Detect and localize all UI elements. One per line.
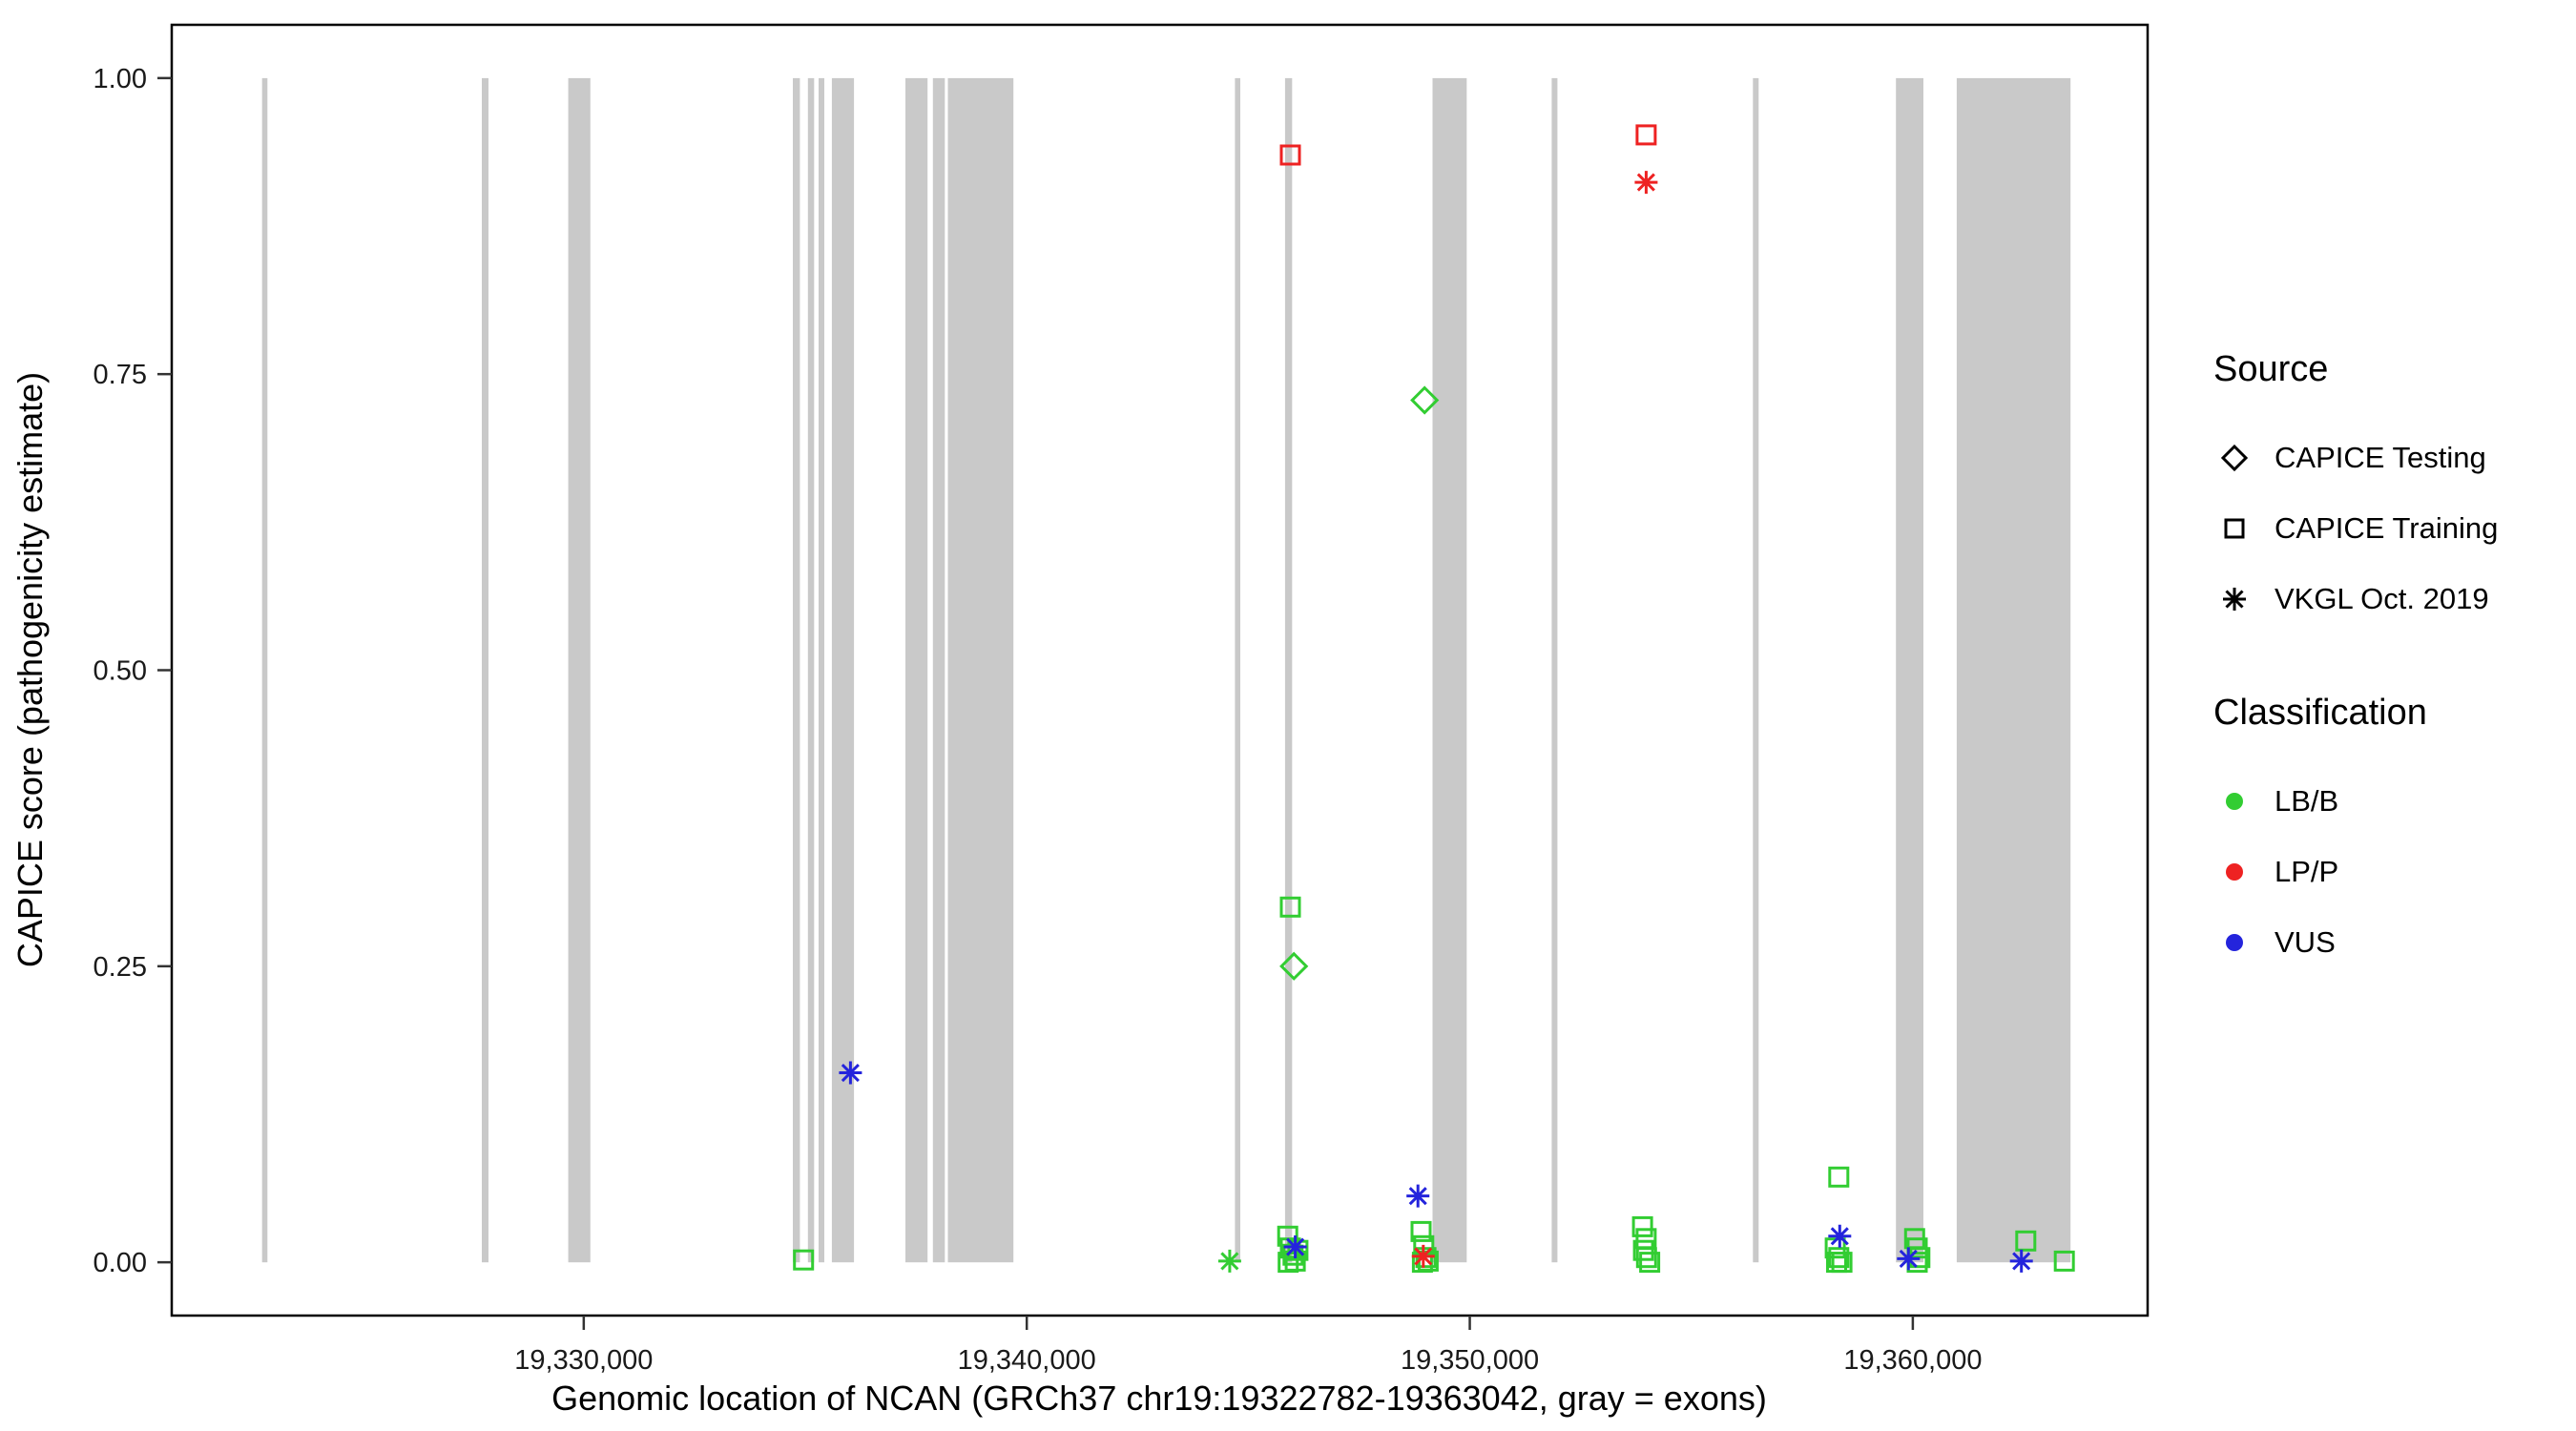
data-point-asterisk [1406, 1184, 1430, 1208]
data-point-square [1287, 1239, 1309, 1261]
data-point-asterisk [1217, 1249, 1241, 1273]
data-point-asterisk [839, 1061, 862, 1085]
data-point-square [1828, 1166, 1850, 1188]
legend-item-vus: VUS [2213, 907, 2498, 978]
exon-bands [261, 77, 2071, 1263]
data-point-asterisk [1411, 1244, 1435, 1268]
axes: 19,330,000 19,340,000 19,350,000 19,360,000… [93, 64, 1983, 1376]
legend-item-label: LP/P [2275, 855, 2339, 888]
exon-band [819, 77, 824, 1263]
y-tick-label: 0.50 [93, 656, 147, 687]
exon-band [1284, 77, 1293, 1263]
data-point-square [1631, 1215, 1653, 1237]
exon-band [905, 77, 928, 1263]
data-point-square [1632, 1239, 1654, 1261]
exon-band [1551, 77, 1558, 1263]
exon-band [261, 77, 268, 1263]
diamond-icon [2220, 444, 2249, 472]
y-tick-label: 0.75 [93, 360, 147, 390]
exon-band [831, 77, 855, 1263]
exon-band [947, 77, 1014, 1263]
data-point-diamond [1279, 951, 1309, 981]
legend-item-lbb: LB/B [2213, 766, 2498, 837]
data-point-square [1410, 1220, 1432, 1242]
exon-band [1235, 77, 1240, 1263]
legend-item-label: VUS [2275, 925, 2336, 959]
legend-item-label: VKGL Oct. 2019 [2275, 582, 2489, 615]
data-point-asterisk [1828, 1224, 1852, 1248]
x-tick-label: 19,340,000 [958, 1345, 1096, 1376]
exon-band [793, 77, 800, 1263]
data-point-asterisk [1283, 1235, 1307, 1258]
legend-item-lpp: LP/P [2213, 837, 2498, 907]
exon-band [1956, 77, 2071, 1263]
legend-item-label: LB/B [2275, 784, 2339, 818]
legend-item-capice-training: CAPICE Training [2213, 493, 2498, 564]
data-point-square [1635, 1247, 1657, 1269]
legend-item-capice-testing: CAPICE Testing [2213, 423, 2498, 493]
data-point-asterisk [1634, 171, 1658, 195]
square-icon [2224, 518, 2245, 539]
data-point-asterisk [2009, 1249, 2033, 1273]
x-tick-label: 19,330,000 [514, 1345, 653, 1376]
plot-panel-border [170, 23, 2150, 1317]
legend-group-source: Source CAPICE Testing CAPICE Training VK… [2213, 348, 2498, 634]
data-point-square [1831, 1252, 1853, 1274]
data-point-square [1639, 1252, 1661, 1274]
x-axis-title: Genomic location of NCAN (GRCh37 chr19:1… [551, 1379, 1767, 1418]
exon-band [1432, 77, 1467, 1263]
data-point-square [1828, 1247, 1850, 1269]
y-axis-title: CAPICE score (pathogenicity estimate) [10, 372, 50, 967]
legend-item-label: CAPICE Training [2275, 511, 2499, 545]
exon-band [807, 77, 815, 1263]
exon-band [1896, 77, 1923, 1263]
exon-band [932, 77, 945, 1263]
data-point-diamond [1410, 385, 1440, 415]
asterisk-icon [2223, 588, 2246, 611]
exon-band [568, 77, 591, 1263]
x-tick-label: 19,350,000 [1401, 1345, 1539, 1376]
legend: Source CAPICE Testing CAPICE Training VK… [2213, 348, 2498, 978]
y-tick-label: 0.25 [93, 952, 147, 983]
vus-color-dot-icon [2226, 934, 2243, 951]
data-point-square [793, 1249, 815, 1271]
exon-band [482, 77, 488, 1263]
y-tick-label: 0.00 [93, 1248, 147, 1278]
data-point-square [1279, 144, 1301, 166]
data-point-square [1635, 124, 1657, 146]
data-point-asterisk [1897, 1247, 1921, 1271]
legend-classification-title: Classification [2213, 693, 2427, 733]
legend-item-label: CAPICE Testing [2275, 441, 2486, 474]
legend-group-classification: Classification LB/B LP/P VUS [2213, 692, 2498, 978]
data-point-square [2015, 1230, 2037, 1252]
x-tick-label: 19,360,000 [1843, 1345, 1982, 1376]
legend-source-title: Source [2213, 349, 2329, 389]
lbb-color-dot-icon [2226, 793, 2243, 810]
lpp-color-dot-icon [2226, 863, 2243, 881]
legend-item-vkgl: VKGL Oct. 2019 [2213, 564, 2498, 634]
exon-band [1753, 77, 1759, 1263]
data-point-square [2053, 1250, 2075, 1272]
data-point-square [1279, 896, 1301, 918]
data-points [793, 124, 2075, 1274]
y-tick-label: 1.00 [93, 64, 147, 94]
